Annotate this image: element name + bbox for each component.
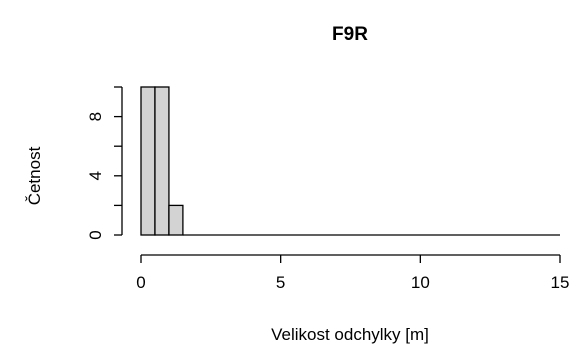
y-axis: 0 4 8 [86, 86, 123, 240]
x-tick-label: 15 [551, 273, 570, 292]
x-tick-label: 10 [411, 273, 430, 292]
y-tick-label: 8 [86, 112, 105, 121]
y-tick-label: 0 [86, 230, 105, 239]
x-tick-label: 0 [136, 273, 145, 292]
histogram-bar [154, 86, 170, 236]
histogram-bar [140, 86, 156, 236]
y-axis-label: Četnost [25, 146, 44, 205]
x-axis: 0 5 10 15 [136, 254, 570, 292]
x-axis-label: Velikost odchylky [m] [271, 325, 429, 344]
x-tick-label: 5 [276, 273, 285, 292]
y-tick-label: 4 [86, 171, 105, 180]
histogram-bar [168, 204, 184, 236]
chart-title: F9R [332, 24, 368, 45]
bars-group [140, 86, 560, 236]
